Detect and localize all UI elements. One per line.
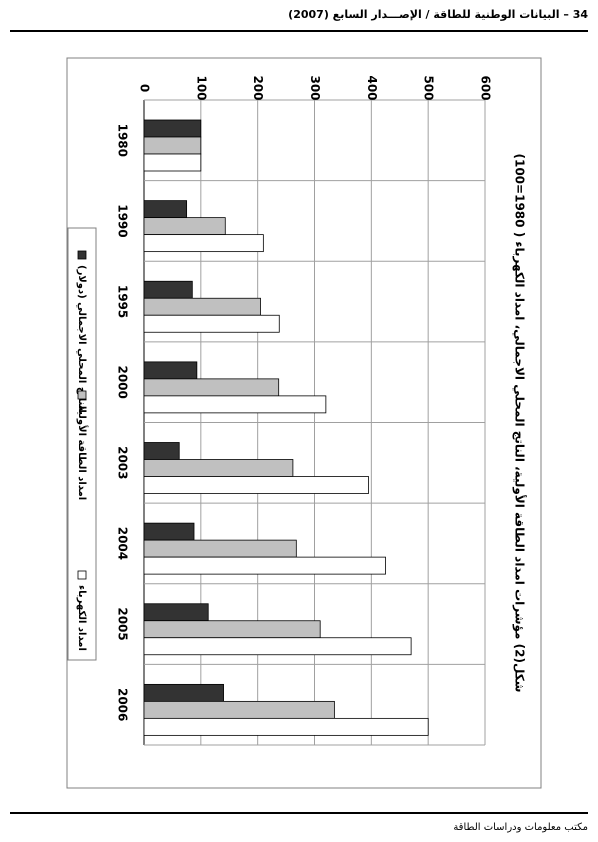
bar-2003-series-2 — [143, 459, 294, 477]
bar-2006-series-2 — [143, 700, 335, 719]
bar-1980-series-3 — [143, 153, 202, 172]
bar-2003-series-1 — [143, 442, 180, 460]
bar-2000-series-2 — [143, 378, 280, 397]
footer-rule — [10, 812, 588, 814]
legend-swatch-2 — [77, 390, 87, 400]
tick-label-200: 200 — [251, 75, 265, 100]
tick-label-500: 500 — [422, 75, 436, 100]
bar-2000-series-1 — [143, 361, 198, 380]
bar-1995-series-3 — [143, 314, 280, 333]
bar-1980-series-2 — [143, 136, 202, 155]
bar-1995-series-1 — [143, 280, 193, 299]
category-label-2004: 2004 — [116, 527, 130, 560]
bar-2005-series-1 — [143, 603, 209, 622]
header-rule — [10, 30, 588, 32]
legend-box — [67, 227, 97, 661]
bar-2004-series-3 — [143, 556, 386, 575]
legend-swatch-1 — [77, 250, 87, 260]
bar-1990-series-2 — [143, 217, 226, 236]
legend-label-2: امداد الطاقة الأولية — [76, 405, 89, 500]
bar-2003-series-3 — [143, 476, 369, 494]
bar-1990-series-3 — [143, 234, 264, 253]
chart-title: شكل(2) مؤشرات امداد الطاقة الأولية، النا… — [512, 154, 528, 693]
category-label-2005: 2005 — [116, 607, 130, 640]
tick-label-100: 100 — [194, 75, 208, 100]
bar-2005-series-3 — [143, 637, 412, 656]
legend-label-3: امداد الكهرباء — [76, 585, 87, 651]
bar-2006-series-3 — [143, 717, 429, 736]
legend-swatch-3 — [77, 570, 87, 580]
category-label-2000: 2000 — [116, 365, 130, 398]
bar-2005-series-2 — [143, 620, 321, 639]
header-text: 34 – البيانات الوطنية للطاقة / الإصـــدا… — [288, 8, 588, 21]
tick-label-0: 0 — [138, 84, 152, 92]
bar-2000-series-3 — [143, 395, 327, 414]
page-header: 34 – البيانات الوطنية للطاقة / الإصـــدا… — [0, 6, 598, 32]
legend-label-1: الناتج المحلي الاجمالي (دولار) — [76, 265, 87, 413]
bar-1990-series-1 — [143, 200, 188, 219]
bar-1980-series-1 — [143, 119, 202, 138]
bar-2004-series-2 — [143, 539, 297, 558]
tick-label-300: 300 — [308, 75, 322, 100]
category-label-1990: 1990 — [116, 204, 130, 237]
tick-label-600: 600 — [479, 75, 493, 100]
tick-label-400: 400 — [365, 75, 379, 100]
bar-1995-series-2 — [143, 297, 261, 316]
category-label-2003: 2003 — [116, 446, 130, 479]
bar-2004-series-1 — [143, 522, 195, 541]
category-label-1995: 1995 — [116, 285, 130, 318]
footer-text: مكتب معلومات ودراسات الطاقة — [453, 822, 588, 833]
category-label-1980: 1980 — [116, 124, 130, 157]
bar-2006-series-1 — [143, 683, 224, 702]
category-label-2006: 2006 — [116, 688, 130, 721]
